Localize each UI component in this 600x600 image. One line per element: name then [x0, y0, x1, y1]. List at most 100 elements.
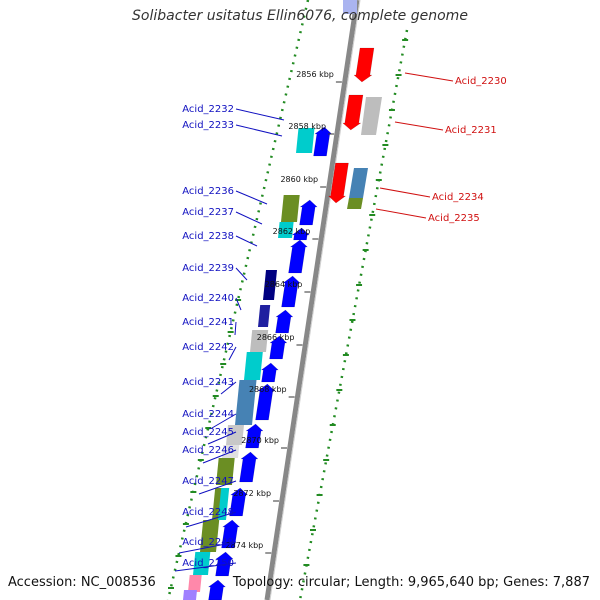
- cog-block-13: [200, 520, 220, 552]
- tick-label: 2866 kbp: [257, 333, 295, 342]
- cog-block-8: [226, 425, 244, 445]
- reverse-gene-leader: [404, 72, 454, 82]
- reverse-gene-label: Acid_2230: [455, 76, 507, 87]
- forward-gene-label: Acid_2239: [182, 263, 234, 274]
- forward-gene-label: Acid_2245: [182, 427, 234, 438]
- forward-gene-leader: [235, 190, 268, 205]
- gene-forward-12: [221, 519, 241, 549]
- reverse-gene-label: Acid_2235: [428, 213, 480, 224]
- tick-label: 2870 kbp: [241, 436, 279, 445]
- forward-gene-leader: [174, 562, 237, 572]
- forward-gene-label: Acid_2233: [182, 120, 234, 131]
- gc-skew-ring-inner: [166, 0, 310, 600]
- tick-layer: 2856 kbp 2858 kbp 2860 kbp 2862 kbp 2864 kbp…: [226, 70, 342, 554]
- forward-gene-leader: [220, 381, 237, 395]
- forward-gene-leader: [198, 480, 237, 495]
- cog-acid-2235: [347, 198, 363, 209]
- tick-label: 2864 kbp: [265, 280, 303, 289]
- backbone-highlight: [269, 0, 361, 600]
- forward-gene-leader: [235, 267, 248, 281]
- cog-block-9: [222, 445, 240, 458]
- label-layer: Acid_2230 Acid_2231 Acid_2234 Acid_2235 Acid…: [174, 72, 507, 572]
- forward-gene-leader: [185, 511, 237, 528]
- gc-skew-ring-outer: [298, 29, 409, 600]
- cog-block-15: [188, 575, 202, 592]
- cog-block-5: [250, 330, 269, 352]
- cog-block-14: [193, 552, 211, 575]
- forward-gene-label: Acid_2238: [182, 231, 234, 242]
- forward-gene-leader: [178, 541, 237, 554]
- cog-color-layer: [183, 97, 382, 600]
- gene-acid-2231: [342, 94, 364, 131]
- reverse-gene-leader: [379, 187, 431, 198]
- forward-gene-label: Acid_2241: [182, 317, 234, 328]
- gene-layer: [207, 0, 375, 600]
- forward-gene-label: Acid_2250: [182, 558, 234, 569]
- cog-acid-2234: [349, 168, 368, 198]
- gene-acid-2230: [353, 47, 375, 83]
- forward-gene-leader: [234, 321, 237, 336]
- tick-label: 2856 kbp: [296, 70, 334, 79]
- forward-gene-leader: [211, 413, 237, 429]
- cog-acid-2231: [361, 97, 382, 135]
- tick-label: 2868 kbp: [249, 385, 287, 394]
- cog-block-4: [258, 305, 271, 327]
- gene-partial-top: [343, 0, 357, 14]
- map-title: Solibacter usitatus Ellin6076, complete …: [132, 8, 468, 24]
- forward-gene-label: Acid_2244: [182, 409, 234, 420]
- gene-forward-13: [215, 551, 234, 577]
- cog-block-1: [281, 195, 300, 222]
- forward-gene-leader: [202, 449, 237, 464]
- background-layer: [166, 0, 409, 600]
- forward-gene-label: Acid_2237: [182, 207, 234, 218]
- gene-forward-9: [245, 423, 264, 449]
- tick-label: 2874 kbp: [226, 541, 264, 550]
- gene-forward-6: [269, 335, 288, 360]
- cog-block-16: [183, 590, 197, 600]
- cog-block-0: [296, 128, 315, 153]
- accession-text: Accession: NC_008536: [8, 575, 156, 590]
- cog-block-2: [278, 222, 294, 238]
- gene-forward-7: [260, 362, 279, 383]
- forward-gene-label: Acid_2243: [182, 377, 234, 388]
- tick-label: 2872 kbp: [233, 489, 271, 498]
- forward-gene-label: Acid_2240: [182, 293, 234, 304]
- forward-gene-label: Acid_2242: [182, 342, 234, 353]
- gene-forward-1: [299, 199, 318, 226]
- gene-forward-14: [207, 579, 227, 600]
- forward-gene-label: Acid_2247: [182, 476, 234, 487]
- forward-gene-leader: [207, 431, 237, 445]
- forward-gene-leader: [235, 124, 283, 137]
- cog-block-3: [263, 270, 277, 300]
- reverse-gene-label: Acid_2234: [432, 192, 484, 203]
- forward-gene-leader: [235, 108, 285, 121]
- forward-gene-label: Acid_2232: [182, 104, 234, 115]
- genome-backbone: [264, 0, 360, 600]
- forward-gene-label: Acid_2246: [182, 445, 234, 456]
- tick-label: 2858 kbp: [288, 122, 326, 131]
- gene-forward-11: [229, 487, 249, 517]
- reverse-gene-label: Acid_2231: [445, 125, 497, 136]
- forward-gene-leader: [228, 346, 237, 361]
- cog-block-10: [216, 458, 235, 485]
- forward-gene-label: Acid_2236: [182, 186, 234, 197]
- reverse-gene-leader: [394, 121, 444, 131]
- forward-gene-leader: [235, 235, 258, 247]
- cog-block-7: [235, 380, 257, 425]
- forward-gene-leader: [235, 297, 242, 311]
- gene-acid-2234: [327, 162, 349, 204]
- forward-gene-leader: [235, 211, 263, 225]
- forward-gene-label: Acid_2249: [182, 537, 234, 548]
- gene-forward-0: [313, 126, 333, 157]
- gene-forward-5: [275, 309, 294, 334]
- topology-text: Topology: circular; Length: 9,965,640 bp…: [232, 575, 590, 590]
- gene-forward-2: [291, 227, 310, 241]
- cog-block-12: [218, 488, 230, 520]
- gene-forward-4: [281, 275, 301, 308]
- reverse-gene-leader: [375, 208, 427, 219]
- gene-forward-3: [288, 239, 309, 274]
- tick-label: 2860 kbp: [280, 175, 318, 184]
- forward-gene-label: Acid_2248: [182, 507, 234, 518]
- gene-forward-8: [255, 383, 276, 421]
